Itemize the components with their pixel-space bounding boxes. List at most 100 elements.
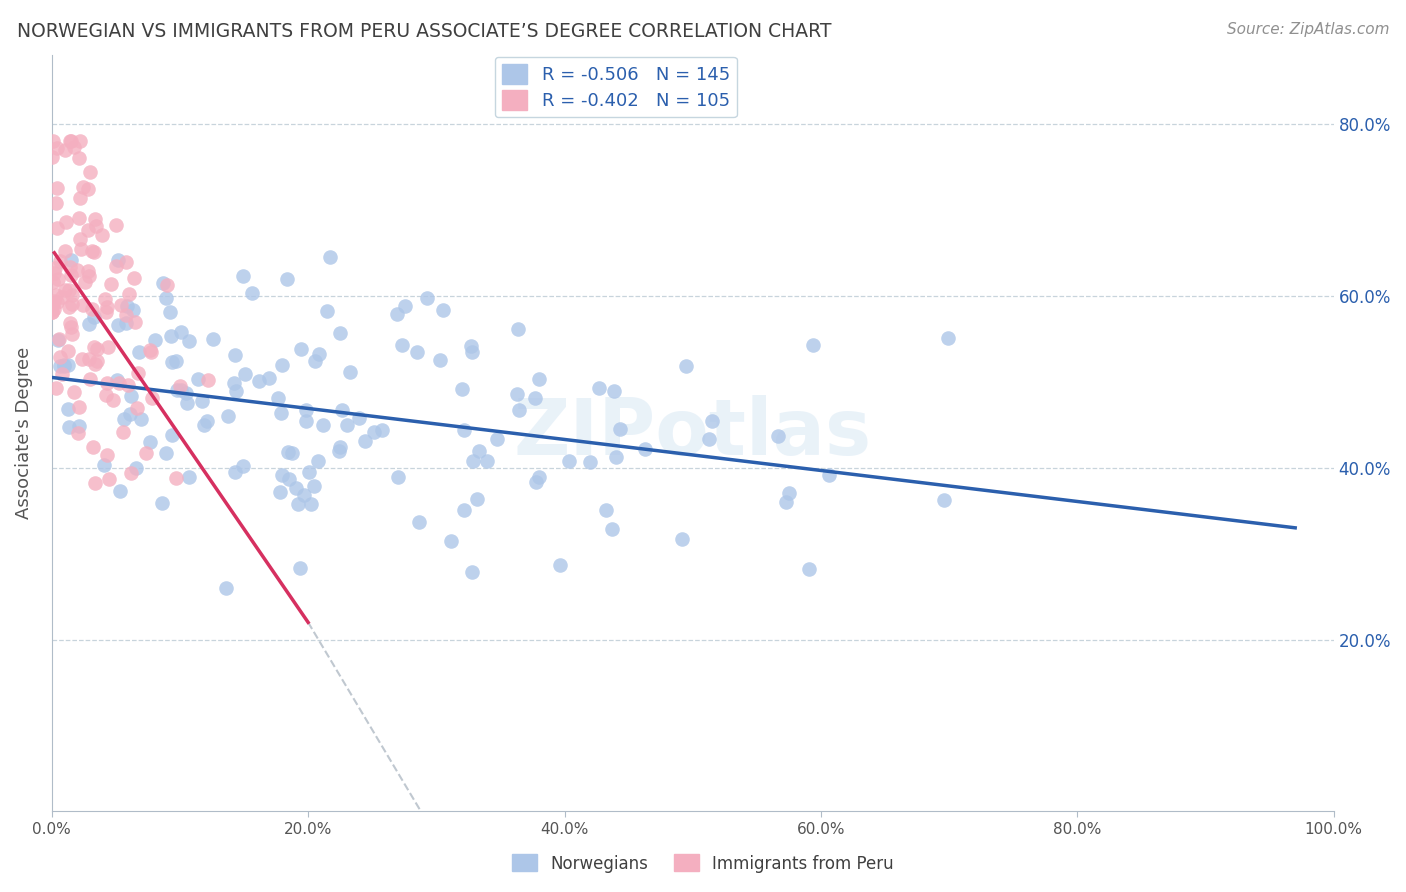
- Point: [277, 472, 299, 486]
- Point: [936, 331, 959, 345]
- Point: [408, 515, 430, 529]
- Point: [52, 358, 75, 372]
- Point: [232, 269, 254, 284]
- Point: [294, 402, 316, 417]
- Point: [675, 359, 697, 373]
- Point: [48, 272, 70, 286]
- Point: [41, 305, 63, 319]
- Point: [700, 413, 723, 427]
- Point: [329, 441, 352, 455]
- Point: [58, 134, 80, 148]
- Point: [191, 393, 214, 408]
- Point: [41, 305, 63, 319]
- Point: [111, 425, 134, 439]
- Point: [292, 488, 315, 502]
- Point: [329, 326, 352, 340]
- Point: [94, 388, 117, 402]
- Point: [215, 581, 238, 595]
- Point: [94, 292, 117, 306]
- Point: [53, 244, 76, 259]
- Point: [277, 444, 299, 458]
- Point: [193, 417, 215, 432]
- Point: [79, 317, 101, 331]
- Point: [96, 448, 118, 462]
- Point: [139, 434, 162, 449]
- Point: [155, 291, 177, 305]
- Point: [508, 403, 530, 417]
- Point: [432, 303, 454, 318]
- Point: [120, 466, 142, 480]
- Point: [270, 406, 292, 420]
- Point: [453, 503, 475, 517]
- Point: [450, 383, 472, 397]
- Point: [46, 220, 69, 235]
- Point: [394, 299, 416, 313]
- Point: [125, 401, 148, 415]
- Point: [548, 558, 571, 572]
- Point: [527, 470, 550, 484]
- Point: [69, 134, 91, 148]
- Point: [79, 371, 101, 385]
- Point: [506, 387, 529, 401]
- Point: [97, 339, 120, 353]
- Point: [312, 417, 335, 432]
- Point: [363, 425, 385, 439]
- Point: [634, 442, 657, 457]
- Text: NORWEGIAN VS IMMIGRANTS FROM PERU ASSOCIATE’S DEGREE CORRELATION CHART: NORWEGIAN VS IMMIGRANTS FROM PERU ASSOCI…: [17, 22, 831, 41]
- Point: [83, 340, 105, 354]
- Point: [527, 372, 550, 386]
- Point: [160, 354, 183, 368]
- Point: [117, 299, 139, 313]
- Point: [299, 497, 322, 511]
- Point: [72, 298, 94, 312]
- Point: [270, 467, 292, 482]
- Point: [45, 380, 67, 394]
- Point: [371, 423, 394, 437]
- Point: [160, 427, 183, 442]
- Point: [165, 354, 187, 368]
- Legend: Norwegians, Immigrants from Peru: Norwegians, Immigrants from Peru: [506, 847, 900, 880]
- Point: [557, 454, 579, 468]
- Point: [67, 211, 90, 225]
- Point: [73, 276, 96, 290]
- Point: [603, 384, 626, 398]
- Point: [475, 454, 498, 468]
- Point: [42, 266, 65, 280]
- Point: [202, 332, 225, 346]
- Point: [247, 374, 270, 388]
- Point: [304, 354, 326, 368]
- Point: [62, 385, 84, 400]
- Point: [77, 182, 100, 196]
- Point: [105, 218, 128, 232]
- Point: [143, 334, 166, 348]
- Point: [66, 425, 89, 440]
- Point: [524, 475, 547, 490]
- Point: [486, 432, 509, 446]
- Point: [53, 143, 76, 157]
- Point: [48, 254, 70, 268]
- Point: [49, 351, 72, 365]
- Point: [290, 342, 312, 356]
- Point: [84, 211, 107, 226]
- Point: [176, 396, 198, 410]
- Point: [93, 458, 115, 473]
- Point: [336, 417, 359, 432]
- Point: [932, 493, 955, 508]
- Point: [67, 419, 90, 434]
- Point: [96, 376, 118, 390]
- Point: [152, 277, 174, 291]
- Point: [63, 140, 86, 154]
- Point: [48, 333, 70, 347]
- Point: [139, 343, 162, 358]
- Point: [83, 310, 105, 325]
- Point: [110, 298, 132, 312]
- Point: [94, 305, 117, 319]
- Point: [58, 284, 80, 298]
- Point: [128, 345, 150, 359]
- Point: [108, 376, 131, 390]
- Point: [59, 320, 82, 334]
- Point: [269, 484, 291, 499]
- Point: [233, 368, 256, 382]
- Y-axis label: Associate's Degree: Associate's Degree: [15, 347, 32, 519]
- Point: [46, 141, 69, 155]
